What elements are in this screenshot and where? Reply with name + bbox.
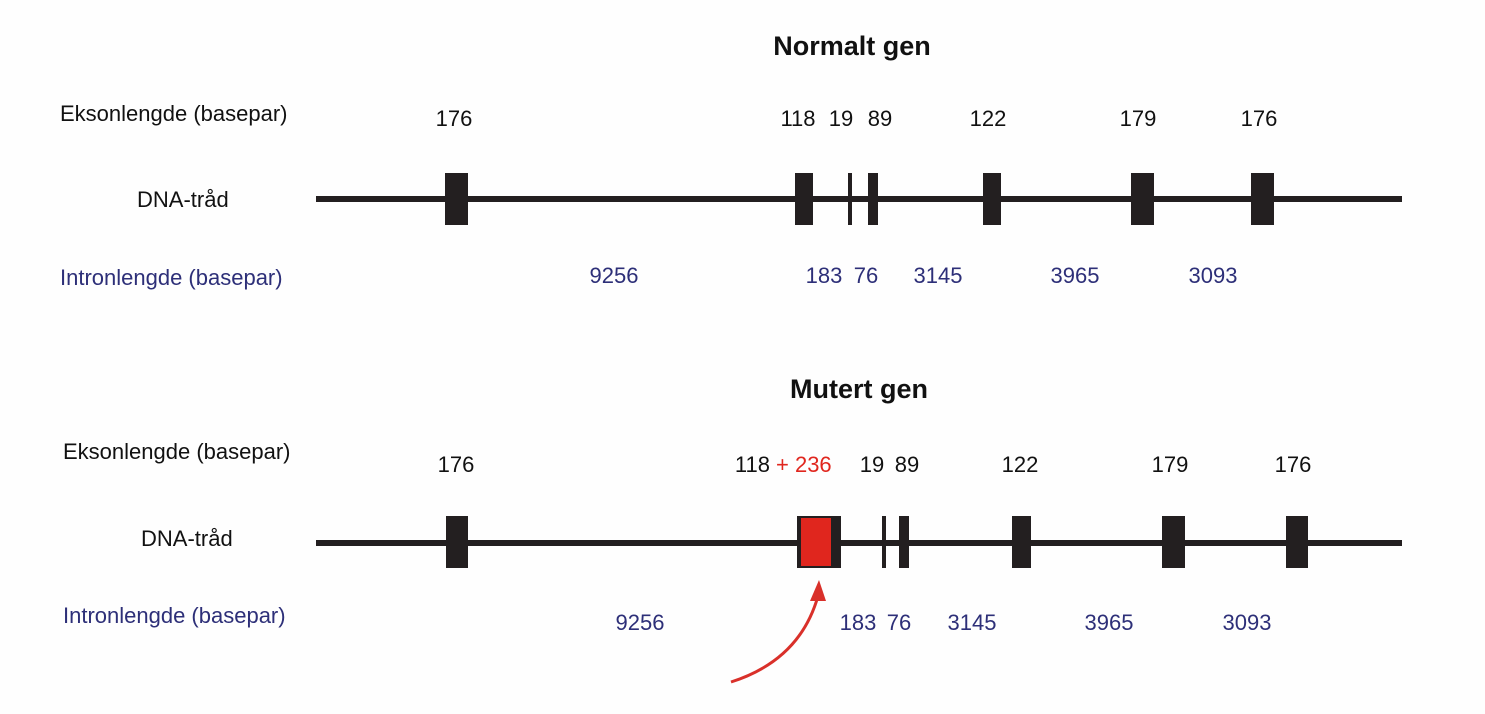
normal-exon-6 <box>1131 173 1154 225</box>
normal-intron-6-length: 3093 <box>1189 263 1238 288</box>
normal-exon-5-length: 122 <box>970 106 1007 131</box>
normal-exon-4 <box>868 173 878 225</box>
mutant-exon-4-length: 89 <box>895 452 919 477</box>
normal-intron-2-length: 183 <box>806 263 843 288</box>
mutant-exon-6 <box>1162 516 1185 568</box>
normal-exon-2-length: 118 <box>780 106 815 131</box>
mutant-intron-1-length: 9256 <box>616 610 665 635</box>
normal-exon-3 <box>848 173 852 225</box>
normal-gene-title: Normalt gen <box>773 31 931 61</box>
insertion-arrow-head <box>810 580 826 601</box>
mutant-gene-title: Mutert gen <box>790 374 928 404</box>
mutant-exon-1-length: 176 <box>438 452 475 477</box>
mutant-exon-7-length: 176 <box>1275 452 1312 477</box>
insertion-arrow-shaft <box>730 595 820 684</box>
normal-exon-3-length: 19 <box>829 106 853 131</box>
mutant-intron-length-label: Intronlengde (basepar) <box>63 603 286 628</box>
normal-exon-7-length: 176 <box>1241 106 1278 131</box>
normal-exon-2 <box>795 173 813 225</box>
mutant-intron-5-length: 3965 <box>1085 610 1134 635</box>
mutant-insertion <box>801 518 831 566</box>
mutant-intron-4-length: 3145 <box>948 610 997 635</box>
normal-exon-5 <box>983 173 1001 225</box>
normal-exon-length-label: Eksonlengde (basepar) <box>60 101 287 126</box>
mutant-exon-5-length: 122 <box>1002 452 1039 477</box>
normal-exon-7 <box>1251 173 1274 225</box>
mutant-exon-6-length: 179 <box>1152 452 1189 477</box>
normal-strand-label: DNA-tråd <box>137 187 229 212</box>
mutant-exon-1 <box>446 516 468 568</box>
mutant-intron-6-length: 3093 <box>1223 610 1272 635</box>
insertion-arrow <box>730 580 826 684</box>
normal-intron-5-length: 3965 <box>1051 263 1100 288</box>
mutant-dna-strand <box>316 540 1402 546</box>
mutant-exon-3 <box>882 516 886 568</box>
mutant-strand-label: DNA-tråd <box>141 526 233 551</box>
normal-intron-length-label: Intronlengde (basepar) <box>60 265 283 290</box>
normal-exon-1 <box>445 173 468 225</box>
normal-dna-strand <box>316 196 1402 202</box>
mutant-intron-2-length: 183 <box>840 610 877 635</box>
normal-exon-4-length: 89 <box>868 106 892 131</box>
mutant-intron-3-length: 76 <box>887 610 911 635</box>
mutant-gene: Mutert gen Eksonlengde (basepar) DNA-trå… <box>63 374 1402 684</box>
normal-intron-4-length: 3145 <box>914 263 963 288</box>
mutant-exon-7 <box>1286 516 1308 568</box>
mutant-insertion-length: + 236 <box>776 452 832 477</box>
normal-gene: Normalt gen Eksonlengde (basepar) DNA-tr… <box>60 31 1402 290</box>
normal-intron-3-length: 76 <box>854 263 878 288</box>
normal-exon-1-length: 176 <box>436 106 473 131</box>
normal-intron-1-length: 9256 <box>590 263 639 288</box>
mutant-exon-2-length: 118 <box>735 452 770 477</box>
normal-exon-6-length: 179 <box>1120 106 1157 131</box>
mutant-exon-4 <box>899 516 909 568</box>
mutant-exon-5 <box>1012 516 1031 568</box>
mutant-exon-length-label: Eksonlengde (basepar) <box>63 439 290 464</box>
mutant-exon-3-length: 19 <box>860 452 884 477</box>
